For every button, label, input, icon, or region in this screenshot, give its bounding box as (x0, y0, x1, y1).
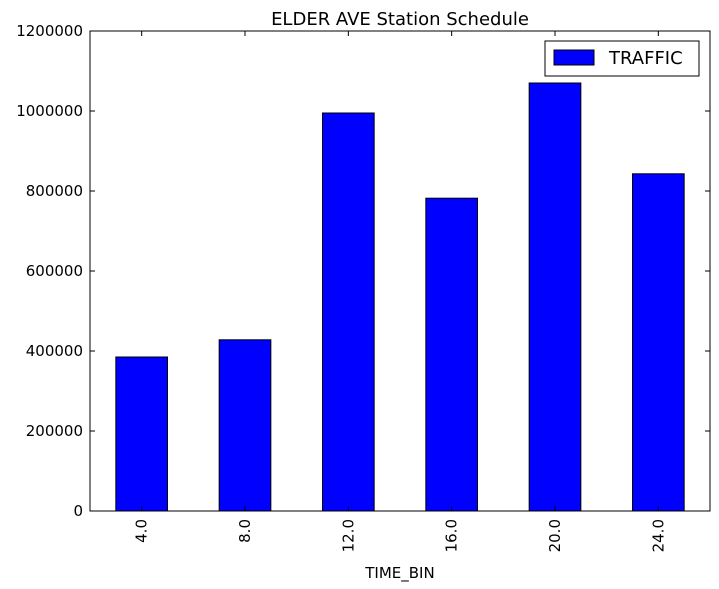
x-tick-label: 16.0 (443, 519, 461, 552)
y-tick-label: 1200000 (16, 22, 83, 40)
y-tick-label: 200000 (26, 422, 83, 440)
y-tick-label: 1000000 (16, 102, 83, 120)
y-axis: 0 200000 400000 600000 800000 1000000 1200000 (16, 22, 710, 520)
x-tick-label: 20.0 (546, 519, 564, 552)
x-axis-label: TIME_BIN (364, 564, 434, 583)
plot-frame (89, 30, 711, 512)
y-tick-label: 0 (73, 502, 83, 520)
legend: TRAFFIC (544, 40, 700, 77)
y-tick-label: 600000 (26, 262, 83, 280)
bar-12.0 (322, 112, 375, 512)
legend-swatch (553, 49, 595, 66)
y-tick-label: 400000 (26, 342, 83, 360)
bar-16.0 (425, 197, 478, 512)
x-axis: 4.0 8.0 12.0 16.0 20.0 24.0 (133, 31, 667, 552)
legend-label: TRAFFIC (608, 48, 683, 69)
x-tick-label: 4.0 (133, 519, 151, 543)
bar-8.0 (218, 339, 272, 512)
bars-group (115, 82, 685, 512)
x-tick-label: 12.0 (339, 519, 357, 552)
chart-title: ELDER AVE Station Schedule (271, 9, 529, 30)
x-tick-label: 8.0 (236, 519, 254, 543)
x-tick-label: 24.0 (649, 519, 667, 552)
bar-20.0 (528, 82, 582, 512)
bar-24.0 (632, 173, 685, 512)
y-tick-label: 800000 (26, 182, 83, 200)
bar-4.0 (115, 356, 168, 512)
